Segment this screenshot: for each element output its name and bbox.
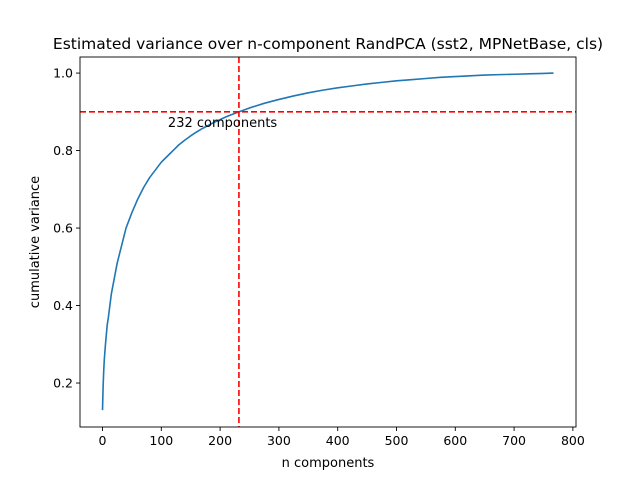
- x-tick-label: 600: [443, 433, 467, 448]
- x-axis-label: n components: [282, 456, 375, 471]
- x-tick-label: 800: [561, 433, 585, 448]
- y-tick-label: 0.2: [53, 376, 73, 391]
- x-tick-label: 100: [149, 433, 173, 448]
- y-tick-label: 1.0: [53, 66, 73, 81]
- plot-area: 232 components 0 100 200 300 400 500 600 700 800 0…: [53, 56, 585, 448]
- x-tick-label: 200: [208, 433, 232, 448]
- x-tick-label: 0: [99, 433, 107, 448]
- series-line-0: [101, 72, 554, 411]
- y-tick-label: 0.8: [53, 143, 73, 158]
- y-tick-label: 0.6: [53, 221, 73, 236]
- x-tick-label: 700: [502, 433, 526, 448]
- x-tick-label: 500: [385, 433, 409, 448]
- y-axis-label: cumulative variance: [28, 176, 43, 308]
- y-tick-label: 0.4: [53, 298, 73, 313]
- chart-title: Estimated variance over n-component Rand…: [53, 35, 603, 53]
- x-tick-label: 400: [326, 433, 350, 448]
- plot-frame: [79, 56, 577, 428]
- annotation-label-0: 232 components: [168, 116, 277, 131]
- x-tick-label: 300: [267, 433, 291, 448]
